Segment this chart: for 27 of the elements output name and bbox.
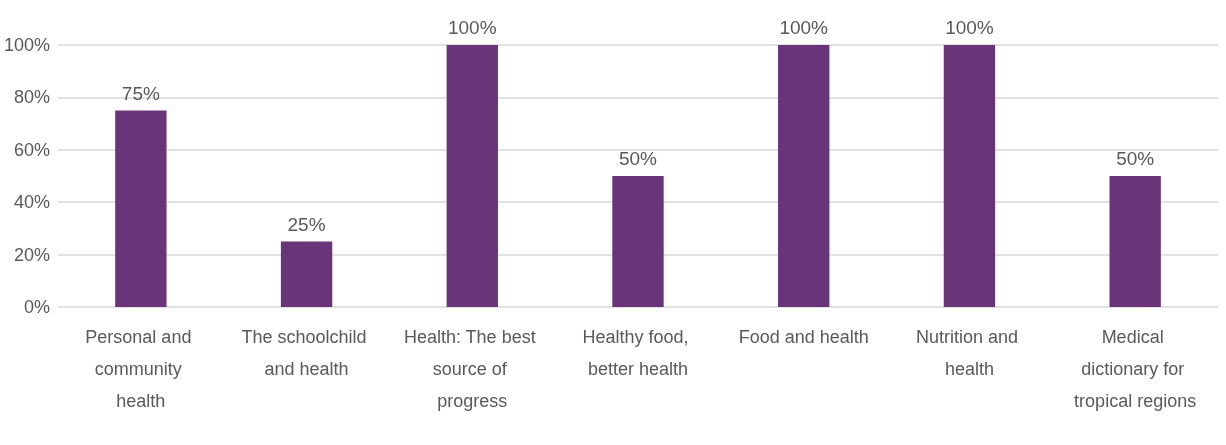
bar bbox=[943, 45, 996, 307]
bar bbox=[1109, 176, 1161, 307]
x-tick-label: Health: The best source of progress bbox=[403, 327, 541, 411]
bar bbox=[280, 241, 333, 307]
y-tick-label: 100% bbox=[3, 35, 50, 55]
bar bbox=[446, 45, 498, 307]
x-tick-label: Personal and community health bbox=[85, 327, 197, 411]
bar bbox=[778, 45, 830, 307]
x-tick-label: Nutrition and health bbox=[915, 327, 1023, 379]
bar bbox=[612, 176, 664, 307]
y-tick-label: 40% bbox=[13, 192, 50, 213]
y-tick-label: 0% bbox=[23, 297, 50, 317]
data-label: 75% bbox=[121, 82, 160, 104]
data-label: 50% bbox=[1116, 148, 1155, 169]
y-tick-label: 60% bbox=[13, 139, 50, 160]
x-tick-label: The schoolchild and health bbox=[241, 327, 372, 379]
x-tick-label: Healthy food, better health bbox=[582, 327, 694, 379]
y-tick-label: 80% bbox=[13, 87, 50, 108]
data-label: 100% bbox=[779, 17, 829, 38]
y-tick-label: 20% bbox=[13, 244, 50, 265]
x-tick-label: Food and health bbox=[738, 327, 869, 347]
data-label: 100% bbox=[447, 17, 497, 38]
x-tick-label: Medical dictionary for tropical regions bbox=[1074, 327, 1197, 411]
data-label: 25% bbox=[287, 213, 326, 235]
bar bbox=[115, 110, 167, 307]
data-label: 100% bbox=[945, 17, 994, 38]
data-label: 50% bbox=[618, 148, 658, 169]
